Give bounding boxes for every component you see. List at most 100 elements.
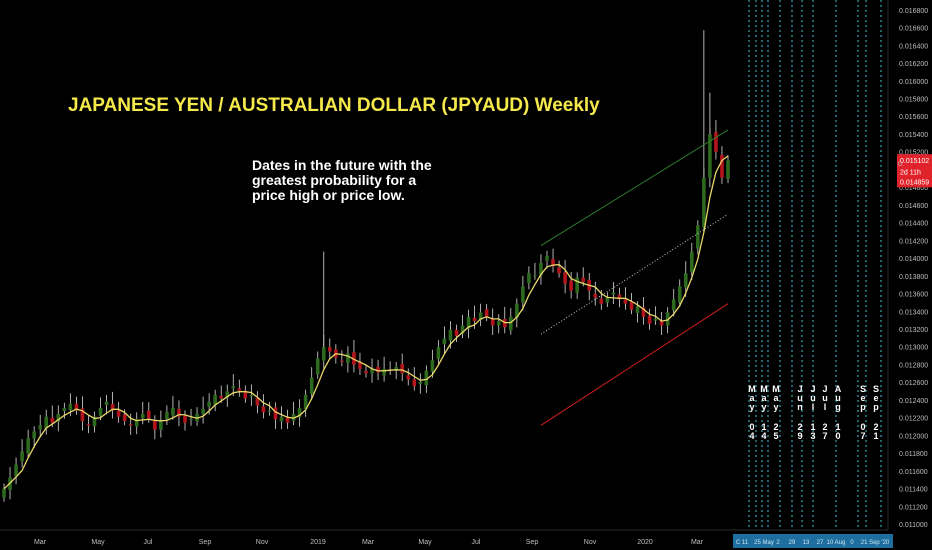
candle: [56, 405, 61, 432]
candle-body: [376, 366, 380, 373]
candle-body: [352, 352, 356, 365]
candle: [454, 324, 459, 342]
x-tick-label: May: [91, 539, 105, 546]
annotation-line-1: Dates in the future with the: [252, 157, 432, 173]
candle-body: [460, 325, 465, 334]
future-date-month-char: u: [797, 393, 803, 403]
future-date-month-char: M: [748, 384, 756, 394]
y-tick-label: 0.012000: [899, 433, 928, 440]
candle-body: [533, 275, 537, 277]
candle: [255, 391, 260, 414]
future-axis-label: 21 Sep '20: [861, 540, 890, 546]
future-date-month-char: S: [860, 384, 866, 394]
y-tick-label: 0.011600: [899, 469, 928, 476]
candle-body: [153, 420, 157, 430]
future-date-day-char: 3: [810, 431, 815, 441]
price-label-text: 0.014859: [900, 179, 929, 186]
candle-body: [641, 307, 646, 317]
y-tick-label: 0.014800: [899, 185, 928, 192]
candle-body: [436, 347, 441, 360]
candle: [400, 353, 404, 382]
future-date-label: Sep 21: [873, 384, 879, 441]
candle: [394, 361, 398, 380]
candle-body: [448, 329, 453, 341]
candle-body: [696, 225, 700, 249]
candle: [442, 326, 447, 354]
candle: [340, 350, 344, 367]
candle-body: [478, 312, 483, 321]
x-tick-label: Sep: [199, 539, 212, 546]
candle-body: [714, 132, 718, 152]
candle: [382, 356, 386, 382]
moving-average-line: [3, 155, 729, 490]
candle: [647, 308, 652, 330]
candle: [641, 296, 646, 325]
candle: [720, 146, 724, 184]
candle-body: [677, 286, 682, 303]
candle: [201, 396, 205, 424]
future-date-day-char: 2: [773, 422, 778, 432]
candle: [388, 361, 392, 375]
y-tick-label: 0.011800: [899, 451, 928, 458]
candle: [346, 346, 350, 373]
candle: [376, 359, 380, 381]
candle-body: [623, 299, 628, 304]
y-tick-label: 0.013000: [899, 345, 928, 352]
future-axis-label: 10 Aug: [827, 540, 846, 546]
candle: [611, 282, 616, 305]
candle-body: [635, 306, 640, 313]
future-date-label: Sep 07: [860, 384, 866, 441]
y-tick-label: 0.012400: [899, 398, 928, 405]
candle: [2, 483, 6, 502]
candle: [177, 400, 181, 427]
future-date-day-char: 2: [822, 422, 827, 432]
candle-body: [219, 395, 223, 399]
price-label-text: 0.015102: [900, 158, 929, 165]
future-date-month-char: e: [860, 393, 865, 403]
candle-body: [617, 294, 622, 300]
future-date-month-char: y: [773, 402, 778, 412]
candle: [593, 281, 598, 306]
candle-body: [171, 407, 175, 416]
candle-body: [243, 390, 248, 399]
candle-body: [140, 414, 145, 419]
y-tick-label: 0.013400: [899, 309, 928, 316]
candle-body: [297, 407, 302, 418]
future-axis-label: 13: [803, 540, 810, 546]
future-date-month-char: n: [797, 402, 803, 412]
candle-body: [303, 394, 308, 410]
candle-body: [128, 424, 133, 426]
candle: [110, 391, 115, 419]
candle-body: [231, 386, 236, 389]
candle: [430, 349, 435, 378]
candle: [20, 439, 24, 468]
candle: [412, 367, 417, 391]
candle: [213, 389, 217, 412]
candle-body: [255, 398, 260, 406]
candle-body: [32, 431, 36, 439]
future-axis-label: 29: [789, 540, 796, 546]
candle-body: [56, 414, 61, 422]
future-axis-label: 2: [776, 540, 780, 546]
candle: [74, 396, 79, 415]
candle-body: [496, 321, 501, 326]
candle-body: [394, 367, 398, 370]
future-date-day-char: 4: [749, 431, 754, 441]
y-tick-label: 0.013800: [899, 274, 928, 281]
future-date-month-char: l: [824, 402, 827, 412]
future-date-day-char: 5: [773, 431, 778, 441]
candle: [545, 250, 549, 269]
candle-body: [2, 488, 6, 498]
x-tick-label: Nov: [584, 539, 597, 546]
candle: [104, 394, 109, 415]
future-date-day-char: 1: [835, 422, 840, 432]
y-tick-label: 0.012800: [899, 362, 928, 369]
candle: [563, 260, 567, 294]
price-label-box: [897, 175, 932, 188]
candle: [328, 338, 332, 360]
annotation-line-2: greatest probability for a: [252, 172, 417, 188]
future-date-label: Jul 27: [822, 384, 828, 441]
candle-body: [249, 394, 254, 397]
candle: [140, 401, 145, 425]
future-axis-label: 25 May: [754, 540, 774, 546]
